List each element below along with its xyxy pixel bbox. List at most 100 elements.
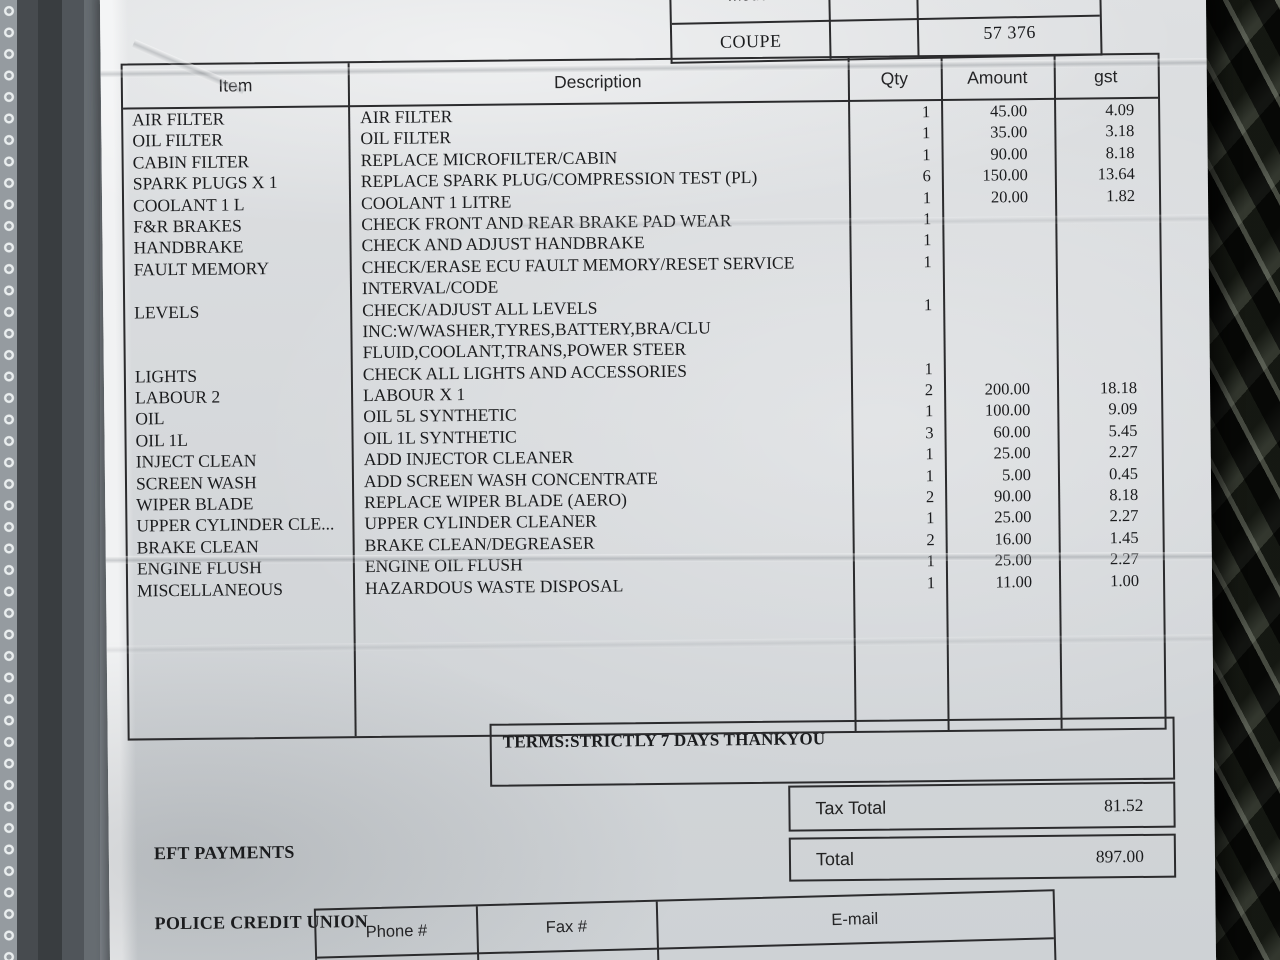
qty-cell: 1 (921, 102, 931, 122)
grand-total-value: 897.00 (1095, 845, 1145, 866)
item-cell (125, 278, 350, 302)
gst-cell: 2.27 (1109, 506, 1139, 526)
item-cell: F&R BRAKES (133, 215, 242, 237)
qty-cell: 1 (925, 444, 934, 464)
qty-cell (850, 315, 943, 337)
qty-cell: 3 (925, 422, 934, 443)
payment-line: EFT PAYMENTS (153, 842, 295, 864)
qty-cell: 1 (926, 508, 935, 528)
amount-cell: 16.00 (994, 528, 1032, 549)
gst-cell: 5.45 (1108, 420, 1138, 441)
gst-cell: 1.45 (1109, 527, 1139, 548)
amount-cell: 35.00 (990, 122, 1028, 142)
item-cell: FAULT MEMORY (133, 257, 270, 280)
item-cell: WIPER BLADE (136, 493, 254, 515)
gst-cell: 4.09 (1105, 99, 1135, 120)
amount-cell: 45.00 (989, 101, 1028, 121)
item-cell: CABIN FILTER (132, 151, 250, 173)
item-cell: HANDBRAKE (133, 236, 244, 258)
qty-cell: 1 (923, 230, 932, 250)
gst-cell: 0.45 (1108, 463, 1139, 483)
amount-cell: 25.00 (993, 443, 1031, 463)
item-cell: SCREEN WASH (135, 471, 257, 494)
qty-cell: 1 (922, 123, 931, 143)
amount-column-header: Amount (967, 66, 1028, 88)
item-cell: OIL 1L (135, 429, 188, 451)
amount-cell: 25.00 (994, 550, 1032, 570)
amount-cell: 11.00 (995, 571, 1033, 592)
item-cell: COOLANT 1 L (132, 193, 245, 216)
tax-total-value: 81.52 (1103, 794, 1144, 815)
item-cell: ENGINE FLUSH (136, 557, 262, 579)
qty-cell (851, 336, 944, 358)
item-cell: UPPER CYLINDER CLE... (136, 513, 335, 536)
gst-cell (1056, 334, 1160, 356)
amount-cell (943, 250, 1056, 273)
qty-column-header: Qty (880, 67, 909, 89)
qty-cell: 1 (922, 144, 931, 164)
description-cell: HAZARDOUS WASTE DISPOSAL (365, 574, 624, 598)
amount-cell (944, 357, 1057, 380)
qty-cell: 1 (924, 401, 934, 421)
gst-cell (1055, 206, 1159, 228)
qty-cell: 1 (924, 358, 933, 378)
grand-total-row: Total 897.00 (788, 833, 1177, 882)
gst-cell (1056, 313, 1160, 335)
amount-cell: 100.00 (984, 400, 1031, 421)
amount-cell (943, 314, 1056, 337)
description-column-header: Description (553, 70, 642, 92)
gst-cell: 8.18 (1105, 142, 1135, 163)
qty-cell: 1 (922, 187, 932, 207)
qty-cell: 1 (923, 251, 932, 271)
item-cell: MISCELLANEOUS (137, 578, 284, 601)
qty-cell: 6 (922, 166, 931, 186)
gst-cell: 2.27 (1108, 442, 1138, 462)
gst-cell: 13.64 (1097, 164, 1135, 184)
amount-cell: 20.00 (990, 186, 1029, 207)
item-cell: BRAKE CLEAN (136, 535, 259, 558)
amount-cell: 25.00 (994, 507, 1032, 527)
gst-cell: 1.00 (1110, 570, 1140, 590)
gst-cell: 8.18 (1109, 485, 1139, 505)
fax-column-header: Fax # (545, 916, 588, 937)
tax-total-row: Tax Total 81.52 (788, 781, 1176, 832)
km-value: 57 376 (983, 21, 1037, 43)
amount-cell (943, 292, 1056, 315)
amount-cell (942, 228, 1055, 251)
item-cell: SPARK PLUGS X 1 (132, 172, 278, 194)
gst-cell: 3.18 (1105, 121, 1135, 141)
spiral-binding-icon (0, 0, 17, 960)
km-column-header: km (918, 0, 1100, 13)
amount-cell (943, 271, 1056, 294)
gst-cell: 1.82 (1106, 185, 1136, 205)
qty-cell: 1 (923, 294, 933, 314)
amount-cell (944, 335, 1057, 358)
qty-cell: 2 (924, 380, 934, 400)
invoice-paper: model COUPE km 57 376 Item Description Q… (99, 0, 1217, 960)
qty-cell: 1 (926, 572, 936, 592)
terms-text: TERMS:STRICTLY 7 DAYS THANKYOU (502, 729, 826, 752)
model-column-header: model (671, 0, 829, 22)
item-cell: OIL FILTER (132, 129, 224, 151)
items-tbody: AIR FILTER AIR FILTER 1 45.00 4.09 OIL F… (123, 99, 1163, 602)
amount-cell: 200.00 (984, 379, 1031, 399)
grand-total-label: Total (815, 848, 855, 869)
gst-cell: 2.27 (1109, 549, 1139, 569)
gst-cell (1057, 355, 1161, 377)
qty-cell: 2 (926, 529, 935, 550)
amount-cell: 90.00 (993, 486, 1032, 506)
item-cell: LABOUR 2 (134, 386, 221, 408)
amount-cell: 90.00 (990, 143, 1028, 164)
item-cell: LIGHTS (134, 365, 198, 387)
qty-cell: 1 (925, 465, 935, 485)
gst-cell (1056, 291, 1160, 313)
amount-cell: 5.00 (1001, 464, 1032, 485)
qty-cell: 1 (922, 209, 932, 229)
gst-cell: 9.09 (1108, 399, 1138, 419)
tax-total-label: Tax Total (815, 797, 887, 818)
gst-column-header: gst (1093, 65, 1118, 86)
item-cell: OIL (135, 408, 165, 429)
item-cell: AIR FILTER (132, 108, 225, 130)
item-cell (126, 343, 351, 367)
